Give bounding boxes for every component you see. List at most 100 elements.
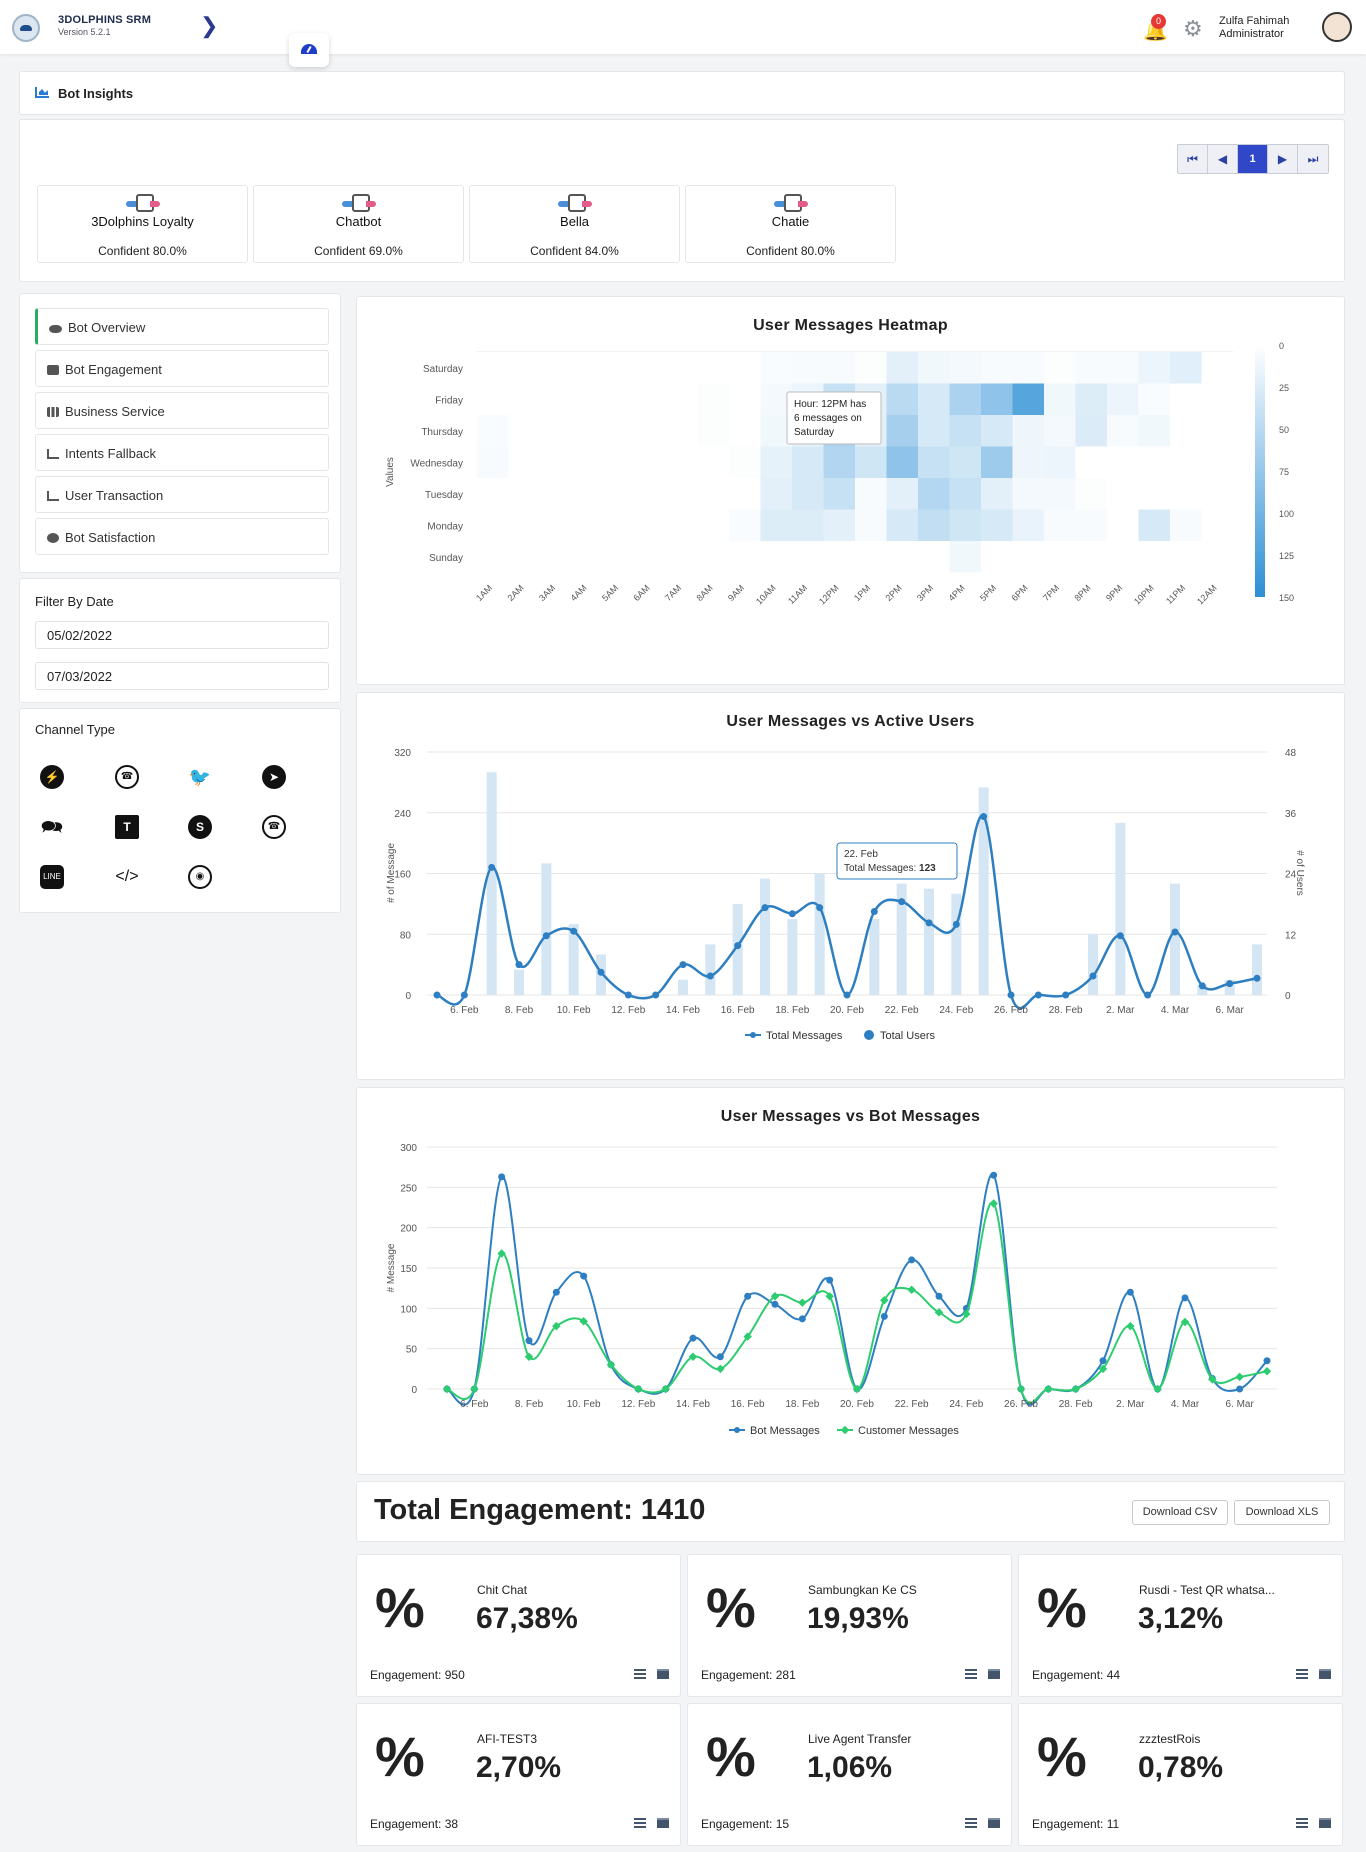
x-tick-label: 14. Feb — [666, 1005, 700, 1016]
area-chart-icon — [47, 491, 59, 501]
avatar[interactable] — [1322, 12, 1352, 42]
heatmap-cell — [792, 352, 824, 384]
card-view-icon[interactable] — [657, 1669, 669, 1679]
menu-item-intents-fallback[interactable]: Intents Fallback — [35, 434, 329, 471]
download-xls-button[interactable]: Download XLS — [1234, 1500, 1330, 1525]
tooltip-value: 123 — [919, 863, 936, 874]
heatmap-cell — [1201, 541, 1233, 573]
heatmap-cell — [1201, 478, 1233, 510]
engagement-name: Sambungkan Ke CS — [808, 1583, 917, 1597]
card-view-icon[interactable] — [1319, 1669, 1331, 1679]
prev-page-icon[interactable]: ◀ — [1208, 145, 1238, 173]
heatmap-tooltip-line: 6 messages on — [794, 413, 862, 424]
first-page-icon[interactable]: ⏮ — [1178, 145, 1208, 173]
heatmap-cell — [1075, 478, 1107, 510]
teams-icon[interactable]: T — [115, 815, 139, 839]
y-tick-label: 200 — [400, 1224, 417, 1235]
card-view-icon[interactable] — [1319, 1818, 1331, 1828]
heatmap-cell — [760, 541, 792, 573]
telegram-icon[interactable]: ➤ — [262, 765, 286, 789]
bot-card[interactable]: Chatbot Confident 69.0% — [253, 185, 464, 263]
chat-bubbles-icon[interactable]: 🗪 — [40, 817, 64, 837]
user-info[interactable]: Zulfa Fahimah Administrator — [1219, 15, 1289, 41]
engagement-card[interactable]: % AFI-TEST3 2,70% Engagement: 38 — [356, 1703, 681, 1846]
pie-chart-icon — [47, 533, 59, 543]
list-view-icon[interactable] — [1296, 1669, 1308, 1679]
menu-item-user-transaction[interactable]: User Transaction — [35, 476, 329, 513]
messages-point — [1253, 974, 1261, 982]
bot-confidence: Confident 69.0% — [314, 244, 403, 258]
heatmap-cell — [1170, 352, 1202, 384]
bot-confidence: Confident 84.0% — [530, 244, 619, 258]
code-icon[interactable]: </> — [115, 868, 139, 885]
engagement-card[interactable]: % Sambungkan Ke CS 19,93% Engagement: 28… — [687, 1554, 1012, 1697]
heatmap-hour-label: 5AM — [600, 583, 620, 603]
brand: 3DOLPHINS SRM Version 5.2.1 — [58, 14, 151, 37]
engagement-card[interactable]: % Live Agent Transfer 1,06% Engagement: … — [687, 1703, 1012, 1846]
menu-item-business-service[interactable]: Business Service — [35, 392, 329, 429]
heatmap-cell — [1138, 478, 1170, 510]
engagement-card[interactable]: % Rusdi - Test QR whatsa... 3,12% Engage… — [1018, 1554, 1343, 1697]
skype-icon[interactable]: S — [188, 815, 212, 839]
messages-point — [1034, 991, 1042, 999]
customer-messages-point — [552, 1321, 561, 1331]
page-number[interactable]: 1 — [1238, 145, 1268, 173]
end-date-input[interactable]: 07/03/2022 — [35, 662, 329, 690]
messages-point — [1171, 928, 1179, 936]
users-bar — [1197, 984, 1208, 995]
heatmap-cell — [540, 478, 572, 510]
menu-item-bot-satisfaction[interactable]: Bot Satisfaction — [35, 518, 329, 555]
customer-messages-point — [1235, 1372, 1244, 1382]
line-icon[interactable]: LINE — [40, 865, 64, 889]
card-view-icon[interactable] — [988, 1818, 1000, 1828]
engagement-card[interactable]: % zzztestRois 0,78% Engagement: 11 — [1018, 1703, 1343, 1846]
sidebar-toggle-chevron-icon[interactable]: ❯ — [200, 13, 219, 38]
heatmap-scale-label: 0 — [1279, 341, 1284, 351]
heatmap-cell — [949, 446, 981, 478]
logo[interactable] — [12, 14, 40, 42]
menu-item-bot-engagement[interactable]: Bot Engagement — [35, 350, 329, 387]
bot-card[interactable]: Bella Confident 84.0% — [469, 185, 680, 263]
heatmap-cell — [666, 446, 698, 478]
twitter-icon[interactable]: 🐦 — [188, 767, 212, 787]
list-view-icon[interactable] — [634, 1818, 646, 1828]
tooltip-label: Total Messages: 123 — [844, 863, 936, 874]
card-view-icon[interactable] — [988, 1669, 1000, 1679]
whatsapp-icon[interactable]: ☎ — [262, 815, 286, 839]
instagram-icon[interactable]: ◉ — [188, 865, 212, 889]
percent-icon: % — [375, 1725, 425, 1788]
heatmap-cell — [729, 446, 761, 478]
messenger-icon[interactable]: ⚡ — [40, 765, 64, 789]
settings-gear-icon[interactable]: ⚙ — [1183, 16, 1203, 41]
bot-name: 3Dolphins Loyalty — [91, 214, 194, 229]
bot-messages-point — [908, 1256, 916, 1264]
list-view-icon[interactable] — [1296, 1818, 1308, 1828]
list-view-icon[interactable] — [965, 1818, 977, 1828]
menu-item-bot-overview[interactable]: Bot Overview — [35, 308, 329, 345]
list-view-icon[interactable] — [634, 1669, 646, 1679]
legend-label: Total Users — [880, 1030, 936, 1042]
customer-messages-point — [825, 1291, 834, 1301]
bot-card[interactable]: 3Dolphins Loyalty Confident 80.0% — [37, 185, 248, 263]
x-tick-label: 8. Feb — [515, 1399, 544, 1410]
bot-messages-point — [580, 1272, 588, 1280]
notification-badge: 0 — [1151, 14, 1166, 29]
pagination: ⏮ ◀ 1 ▶ ⏭ — [1177, 144, 1329, 174]
engagement-card[interactable]: % Chit Chat 67,38% Engagement: 950 — [356, 1554, 681, 1697]
messages-point — [706, 972, 714, 980]
messages-point — [788, 910, 796, 918]
download-csv-button[interactable]: Download CSV — [1132, 1500, 1228, 1525]
heatmap-hour-label: 4AM — [569, 583, 589, 603]
heatmap-cell — [1170, 446, 1202, 478]
start-date-input[interactable]: 05/02/2022 — [35, 621, 329, 649]
bot-card[interactable]: Chatie Confident 80.0% — [685, 185, 896, 263]
whatsapp-ring-icon[interactable]: ☎ — [115, 765, 139, 789]
x-tick-label: 22. Feb — [895, 1399, 929, 1410]
list-view-icon[interactable] — [965, 1669, 977, 1679]
heatmap-cell — [697, 415, 729, 447]
last-page-icon[interactable]: ⏭ — [1307, 152, 1319, 166]
dashboard-button[interactable] — [289, 33, 329, 67]
y2-tick-label: 12 — [1285, 930, 1297, 941]
next-page-icon[interactable]: ▶ — [1268, 145, 1298, 173]
card-view-icon[interactable] — [657, 1818, 669, 1828]
